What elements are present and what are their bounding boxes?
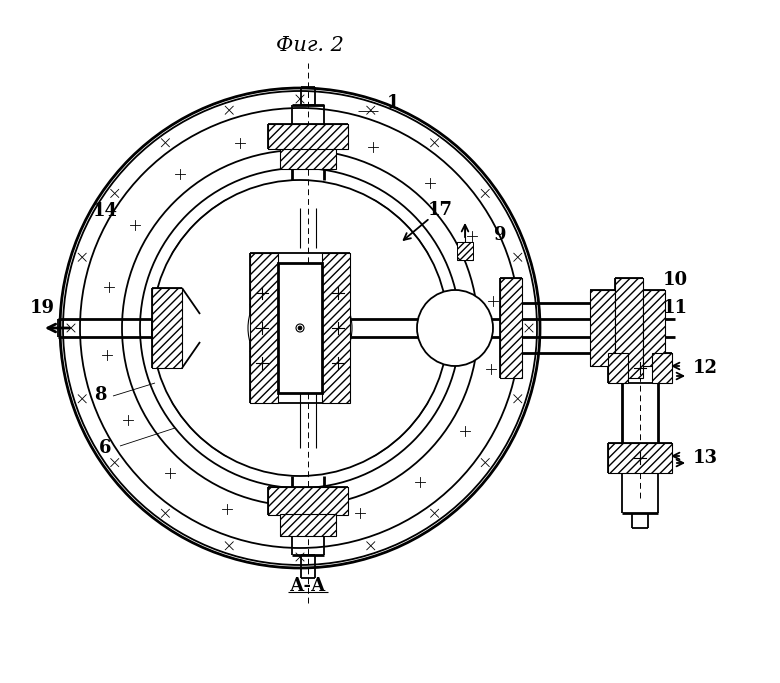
Bar (280, 147, 336, 169)
Text: 17: 17 (427, 201, 452, 219)
Circle shape (417, 290, 493, 366)
Bar (152, 288, 182, 368)
Circle shape (122, 150, 478, 506)
Text: 8: 8 (94, 386, 106, 404)
Bar (500, 278, 522, 378)
Text: А-А: А-А (289, 577, 326, 595)
Text: 13: 13 (693, 449, 718, 467)
Text: Фиг. 2: Фиг. 2 (276, 36, 344, 55)
Text: 19: 19 (30, 299, 55, 317)
Bar (590, 290, 615, 366)
Text: 9: 9 (494, 226, 506, 244)
Circle shape (262, 290, 338, 366)
Text: 12: 12 (693, 359, 718, 377)
Text: 11: 11 (662, 299, 687, 317)
Bar (643, 290, 665, 366)
Bar (608, 443, 672, 473)
Circle shape (298, 326, 302, 330)
Circle shape (248, 276, 352, 380)
Bar (278, 263, 322, 393)
Circle shape (63, 91, 537, 565)
Bar (268, 487, 348, 515)
Text: 14: 14 (93, 202, 118, 220)
Circle shape (296, 324, 304, 332)
Text: 6: 6 (99, 439, 112, 457)
Text: 1: 1 (387, 94, 399, 112)
Bar (280, 514, 336, 536)
Circle shape (152, 180, 448, 476)
Bar (268, 124, 348, 149)
Bar (652, 353, 672, 383)
Circle shape (80, 108, 520, 548)
Bar (457, 242, 473, 260)
Circle shape (140, 168, 460, 488)
Bar (250, 253, 278, 403)
Bar (615, 278, 643, 378)
Text: 10: 10 (662, 271, 687, 289)
Bar (322, 253, 350, 403)
Bar (608, 353, 628, 383)
Circle shape (60, 88, 540, 568)
